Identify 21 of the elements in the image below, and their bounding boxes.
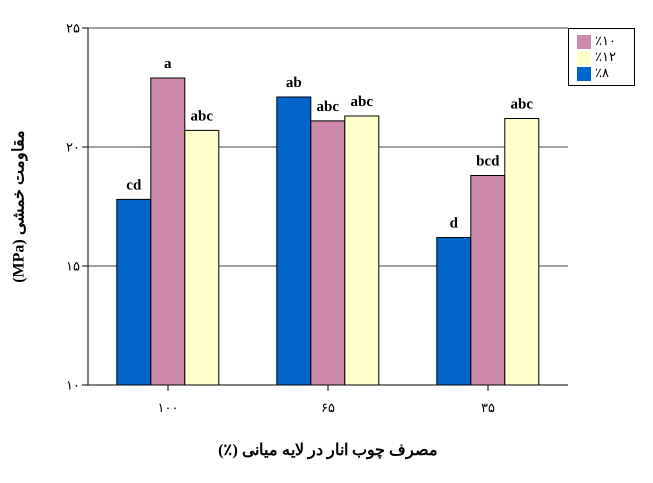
data-label: abc [350,94,374,110]
data-label: abc [510,96,534,112]
y-tick-label: ۲۰ [66,140,80,155]
legend-label: ٪۱۲ [595,49,616,64]
data-label: a [164,56,172,72]
data-label: ab [286,75,302,92]
x-tick-label: ۶۵ [321,400,335,416]
y-tick-label: ۲۵ [66,20,80,36]
y-tick-label: ۱۵ [66,258,80,274]
data-label: abc [190,108,214,124]
legend-label: ٪۸ [595,65,609,80]
data-label: bcd [476,154,500,170]
legend-label: ٪۱۰ [595,33,616,48]
y-axis-title: مقاومت خمشی (MPa) [10,130,29,283]
y-tick-label: ۱۰ [66,378,80,393]
x-axis-title: مصرف چوب انار در لایه میانی (٪) [218,442,438,460]
data-label: abc [316,98,340,115]
data-label: cd [126,177,142,194]
x-tick-label: ۱۰۰ [158,400,178,416]
x-tick-label: ۳۵ [481,400,495,416]
data-label: d [450,215,459,232]
